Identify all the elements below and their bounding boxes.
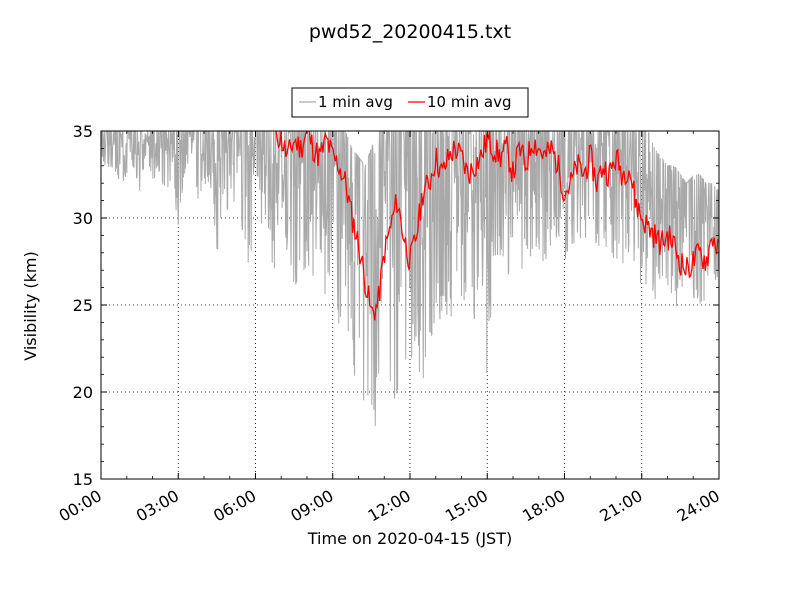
- legend-label-10min: 10 min avg: [427, 93, 512, 111]
- x-tick-label-0: 00:00: [56, 486, 105, 526]
- x-tick-label-2: 06:00: [210, 486, 259, 526]
- series-10min-avg-line: [274, 131, 719, 321]
- x-axis-label: Time on 2020-04-15 (JST): [307, 529, 512, 548]
- y-tick-label-1: 20: [73, 383, 93, 402]
- legend-label-1min: 1 min avg: [318, 93, 393, 111]
- x-tick-label-8: 24:00: [674, 486, 723, 526]
- x-tick-label-1: 03:00: [133, 486, 182, 526]
- x-tick-label-6: 18:00: [519, 486, 568, 526]
- y-tick-label-4: 35: [73, 122, 93, 141]
- series-1min-avg-line: [101, 131, 719, 427]
- x-tick-label-5: 15:00: [442, 486, 491, 526]
- y-axis-label: Visibility (km): [21, 251, 40, 360]
- y-tick-label-2: 25: [73, 296, 93, 315]
- y-tick-label-0: 15: [73, 470, 93, 489]
- legend: 1 min avg 10 min avg: [291, 87, 529, 118]
- chart-title: pwd52_20200415.txt: [309, 21, 511, 43]
- x-tick-label-4: 12:00: [365, 486, 414, 526]
- x-tick-label-7: 21:00: [596, 486, 645, 526]
- y-tick-label-3: 30: [73, 209, 93, 228]
- x-tick-label-3: 09:00: [287, 486, 336, 526]
- plot-area: 00:00 03:00 06:00 09:00 12:00 15:00 18:00 21:00…: [56, 122, 723, 526]
